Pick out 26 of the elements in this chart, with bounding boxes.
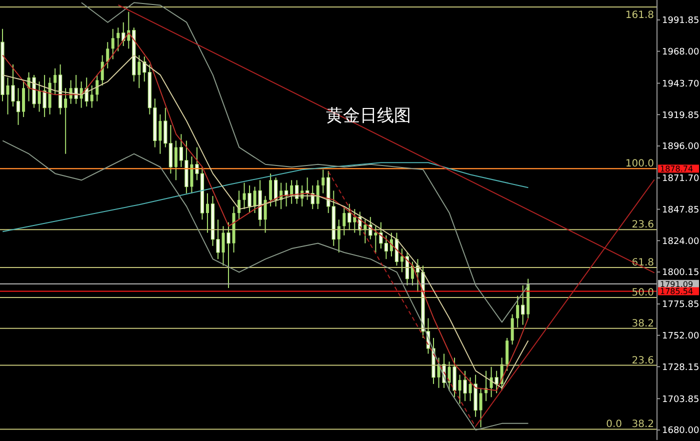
y-tick-label: 1847.85 — [662, 205, 700, 216]
annotation: 23.6 — [632, 220, 654, 231]
annotation: 23.6 — [632, 355, 654, 366]
annotation: 38.2 — [632, 318, 654, 330]
y-tick-label: 1871.70 — [662, 174, 700, 184]
y-tick-label: 1919.85 — [662, 110, 700, 121]
y-tick-label: 1943.70 — [662, 79, 700, 90]
y-tick-label: 1728.15 — [662, 362, 700, 373]
annotation: 0.0 — [606, 419, 622, 430]
ref-line-label: 1785.54 — [660, 287, 694, 296]
annotation: 161.8 — [625, 10, 654, 21]
y-tick-label: 1703.85 — [662, 394, 700, 405]
annotation: 100.0 — [625, 158, 654, 170]
annotation: 38.2 — [632, 419, 654, 430]
annotation: 61.8 — [632, 257, 654, 268]
y-tick-label: 1896.00 — [662, 142, 700, 152]
text: 黄金日线图 — [326, 105, 411, 127]
y-tick-label: 1752.00 — [662, 332, 700, 342]
y-tick-label: 1680.00 — [662, 426, 700, 436]
y-tick-label: 1800.15 — [662, 268, 700, 278]
y-tick-label: 1775.85 — [662, 300, 700, 310]
y-tick-label: 1991.85 — [662, 16, 700, 26]
y-tick-label: 1968.00 — [662, 47, 700, 58]
ref-line-label: 1791.09 — [660, 280, 694, 289]
y-tick-label: 1824.00 — [662, 236, 700, 247]
ref-line-label: 1878.74 — [660, 164, 694, 174]
